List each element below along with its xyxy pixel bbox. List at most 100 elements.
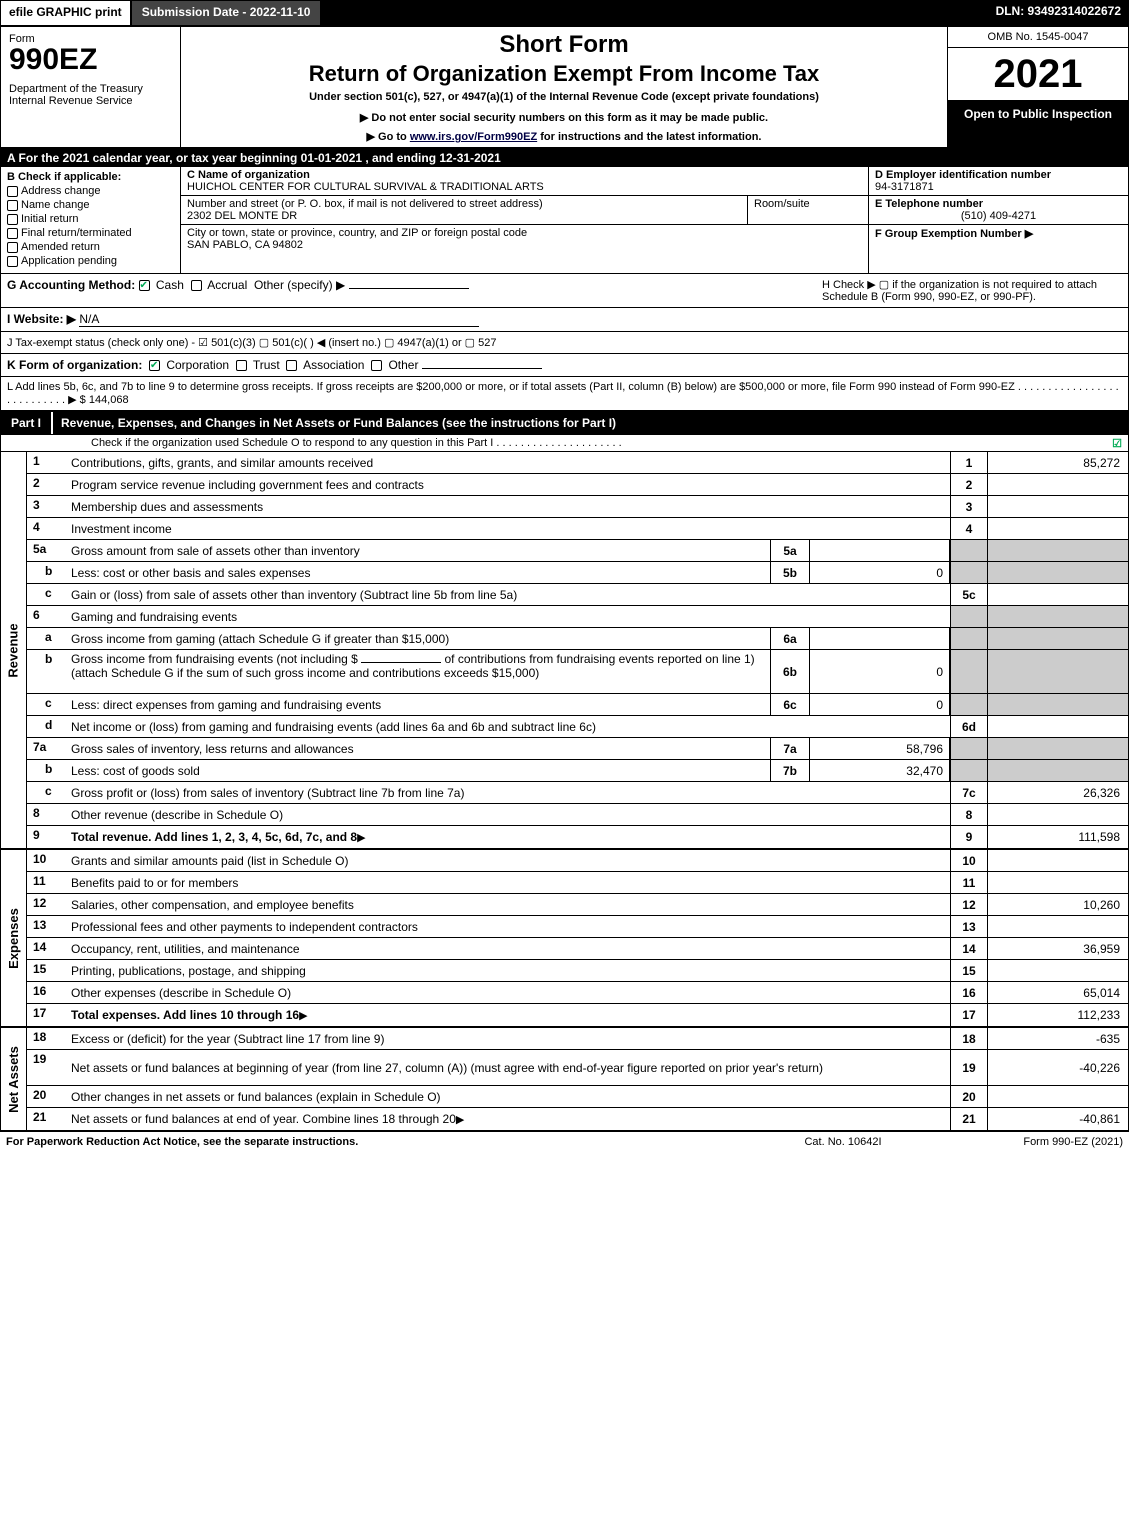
line-11: 11 Benefits paid to or for members 11 — [27, 872, 1128, 894]
line-5a-midval — [810, 540, 950, 561]
line-6a-desc: Gross income from gaming (attach Schedul… — [71, 632, 449, 646]
check-address-change[interactable]: Address change — [7, 185, 174, 197]
line-20-desc: Other changes in net assets or fund bala… — [71, 1090, 441, 1104]
line-20-num: 20 — [27, 1086, 67, 1107]
corporation-label: Corporation — [166, 358, 229, 372]
line-6d: d Net income or (loss) from gaming and f… — [27, 716, 1128, 738]
row-h: H Check ▶ ▢ if the organization is not r… — [822, 278, 1122, 303]
check-application-pending[interactable]: Application pending — [7, 255, 174, 267]
irs-link[interactable]: www.irs.gov/Form990EZ — [410, 131, 537, 143]
other-org-input[interactable] — [422, 368, 542, 369]
dept-label: Department of the Treasury Internal Reve… — [9, 83, 172, 107]
room-suite-label: Room/suite — [748, 196, 868, 224]
other-specify-input[interactable] — [349, 288, 469, 289]
line-6b-blank[interactable] — [361, 662, 441, 663]
row-k: K Form of organization: Corporation Trus… — [1, 354, 1128, 377]
line-19-num: 19 — [27, 1050, 67, 1085]
city-box: City or town, state or province, country… — [181, 225, 868, 253]
line-7a-rnum-grey — [950, 738, 988, 759]
goto-post: for instructions and the latest informat… — [537, 131, 761, 143]
submission-date: Submission Date - 2022-11-10 — [131, 0, 322, 26]
line-21-num: 21 — [27, 1108, 67, 1130]
line-7a-rval-grey — [988, 738, 1128, 759]
check-cash[interactable] — [139, 280, 150, 291]
line-3-rnum: 3 — [950, 496, 988, 517]
check-name-change[interactable]: Name change — [7, 199, 174, 211]
form-footer-id: Form 990-EZ (2021) — [943, 1136, 1123, 1148]
cat-no: Cat. No. 10642I — [743, 1136, 943, 1148]
line-1: 1 Contributions, gifts, grants, and simi… — [27, 452, 1128, 474]
line-7b: b Less: cost of goods sold 7b 32,470 — [27, 760, 1128, 782]
line-21-desc: Net assets or fund balances at end of ye… — [71, 1112, 456, 1126]
line-19-rnum: 19 — [950, 1050, 988, 1085]
line-19-desc: Net assets or fund balances at beginning… — [71, 1061, 823, 1075]
goto-pre: ▶ Go to — [367, 131, 410, 143]
sections-b-c-d: B Check if applicable: Address change Na… — [1, 167, 1128, 274]
part-i-sub-text: Check if the organization used Schedule … — [91, 437, 622, 449]
line-15-desc: Printing, publications, postage, and shi… — [71, 964, 306, 978]
line-7c-desc: Gross profit or (loss) from sales of inv… — [71, 786, 464, 800]
line-6c-mid: 6c — [770, 694, 810, 715]
line-7b-desc: Less: cost of goods sold — [71, 764, 200, 778]
header-left: Form 990EZ Department of the Treasury In… — [1, 27, 181, 147]
line-16-value: 65,014 — [988, 982, 1128, 1003]
line-6b-rval-grey — [988, 650, 1128, 693]
line-9-rnum: 9 — [950, 826, 988, 848]
line-1-rnum: 1 — [950, 452, 988, 473]
other-specify-label: Other (specify) ▶ — [254, 278, 345, 292]
line-6a-midval — [810, 628, 950, 649]
tax-year: 2021 — [948, 48, 1128, 101]
check-accrual[interactable] — [191, 280, 202, 291]
efile-print-button[interactable]: efile GRAPHIC print — [0, 0, 131, 26]
check-corporation[interactable] — [149, 360, 160, 371]
check-amended-return[interactable]: Amended return — [7, 241, 174, 253]
line-12-num: 12 — [27, 894, 67, 915]
schedule-o-check: ☑ — [1112, 437, 1122, 450]
line-4-num: 4 — [27, 518, 67, 539]
line-5b: b Less: cost or other basis and sales ex… — [27, 562, 1128, 584]
net-assets-section: Net Assets 18 Excess or (deficit) for th… — [1, 1028, 1128, 1131]
omb-number: OMB No. 1545-0047 — [948, 27, 1128, 48]
line-1-value: 85,272 — [988, 452, 1128, 473]
trust-label: Trust — [253, 358, 280, 372]
line-11-num: 11 — [27, 872, 67, 893]
line-3-desc: Membership dues and assessments — [71, 500, 263, 514]
line-11-rnum: 11 — [950, 872, 988, 893]
line-14-rnum: 14 — [950, 938, 988, 959]
line-5c: c Gain or (loss) from sale of assets oth… — [27, 584, 1128, 606]
line-21-value: -40,861 — [988, 1108, 1128, 1130]
line-10-desc: Grants and similar amounts paid (list in… — [71, 854, 348, 868]
check-initial-return[interactable]: Initial return — [7, 213, 174, 225]
check-final-return[interactable]: Final return/terminated — [7, 227, 174, 239]
revenue-side-label: Revenue — [1, 452, 27, 848]
telephone-label: E Telephone number — [875, 198, 983, 210]
line-12-desc: Salaries, other compensation, and employ… — [71, 898, 354, 912]
line-5a-mid: 5a — [770, 540, 810, 561]
line-16-num: 16 — [27, 982, 67, 1003]
line-5c-rnum: 5c — [950, 584, 988, 605]
line-5b-rnum-grey — [950, 562, 988, 583]
line-18-value: -635 — [988, 1028, 1128, 1049]
dln-label: DLN: 93492314022672 — [988, 0, 1129, 26]
line-7a-num: 7a — [27, 738, 67, 759]
line-6a-rval-grey — [988, 628, 1128, 649]
line-7c-value: 26,326 — [988, 782, 1128, 803]
line-5b-desc: Less: cost or other basis and sales expe… — [71, 566, 310, 580]
check-other-org[interactable] — [371, 360, 382, 371]
line-18: 18 Excess or (deficit) for the year (Sub… — [27, 1028, 1128, 1050]
line-3-value — [988, 496, 1128, 517]
line-16-desc: Other expenses (describe in Schedule O) — [71, 986, 291, 1000]
line-6b-mid: 6b — [770, 650, 810, 693]
row-j-tax-exempt: J Tax-exempt status (check only one) - ☑… — [1, 332, 1128, 354]
check-trust[interactable] — [236, 360, 247, 371]
line-6-rnum-grey — [950, 606, 988, 627]
expenses-side-label: Expenses — [1, 850, 27, 1026]
row-g: G Accounting Method: Cash Accrual Other … — [7, 278, 822, 303]
line-6a-mid: 6a — [770, 628, 810, 649]
line-6b-midval: 0 — [810, 650, 950, 693]
line-18-num: 18 — [27, 1028, 67, 1049]
line-7b-mid: 7b — [770, 760, 810, 781]
check-association[interactable] — [286, 360, 297, 371]
line-9-value: 111,598 — [988, 826, 1128, 848]
line-6c: c Less: direct expenses from gaming and … — [27, 694, 1128, 716]
